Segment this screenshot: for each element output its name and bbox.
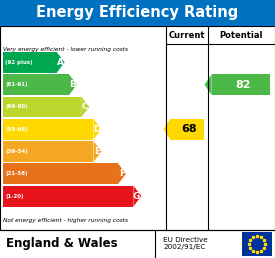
Polygon shape xyxy=(94,141,101,162)
Text: Energy Efficiency Rating: Energy Efficiency Rating xyxy=(36,5,239,20)
Text: G: G xyxy=(133,192,140,201)
Text: Current: Current xyxy=(169,30,205,39)
Bar xyxy=(170,119,204,140)
Text: Very energy efficient - lower running costs: Very energy efficient - lower running co… xyxy=(3,47,128,52)
Text: England & Wales: England & Wales xyxy=(6,238,118,251)
Text: B: B xyxy=(69,80,76,89)
Bar xyxy=(3,186,133,206)
Bar xyxy=(0,0,275,26)
Polygon shape xyxy=(133,186,141,206)
Text: 82: 82 xyxy=(235,80,251,90)
Text: F: F xyxy=(119,169,125,178)
Bar xyxy=(3,119,94,140)
Bar xyxy=(212,74,270,95)
Text: (92 plus): (92 plus) xyxy=(5,60,33,65)
Text: (55-68): (55-68) xyxy=(5,127,28,132)
Polygon shape xyxy=(57,52,65,73)
Text: A: A xyxy=(57,58,64,67)
Polygon shape xyxy=(205,74,212,95)
Text: (21-38): (21-38) xyxy=(5,171,28,176)
Bar xyxy=(242,232,272,256)
Bar xyxy=(3,52,57,73)
Text: Not energy efficient - higher running costs: Not energy efficient - higher running co… xyxy=(3,218,128,223)
Polygon shape xyxy=(69,74,77,95)
Bar xyxy=(3,74,69,95)
Text: (81-91): (81-91) xyxy=(5,82,28,87)
Polygon shape xyxy=(163,119,170,140)
Polygon shape xyxy=(94,119,101,140)
Bar xyxy=(3,96,81,117)
Text: (69-80): (69-80) xyxy=(5,104,28,109)
Bar xyxy=(3,141,94,162)
Polygon shape xyxy=(118,163,126,184)
Text: 68: 68 xyxy=(181,124,197,134)
Text: (1-20): (1-20) xyxy=(5,194,23,199)
Text: D: D xyxy=(93,125,100,134)
Text: Potential: Potential xyxy=(219,30,263,39)
Text: C: C xyxy=(82,102,88,111)
Text: EU Directive
2002/91/EC: EU Directive 2002/91/EC xyxy=(163,237,208,249)
Bar xyxy=(3,163,118,184)
Text: E: E xyxy=(94,147,100,156)
Polygon shape xyxy=(81,96,89,117)
Text: (39-54): (39-54) xyxy=(5,149,28,154)
Bar xyxy=(0,26,275,230)
